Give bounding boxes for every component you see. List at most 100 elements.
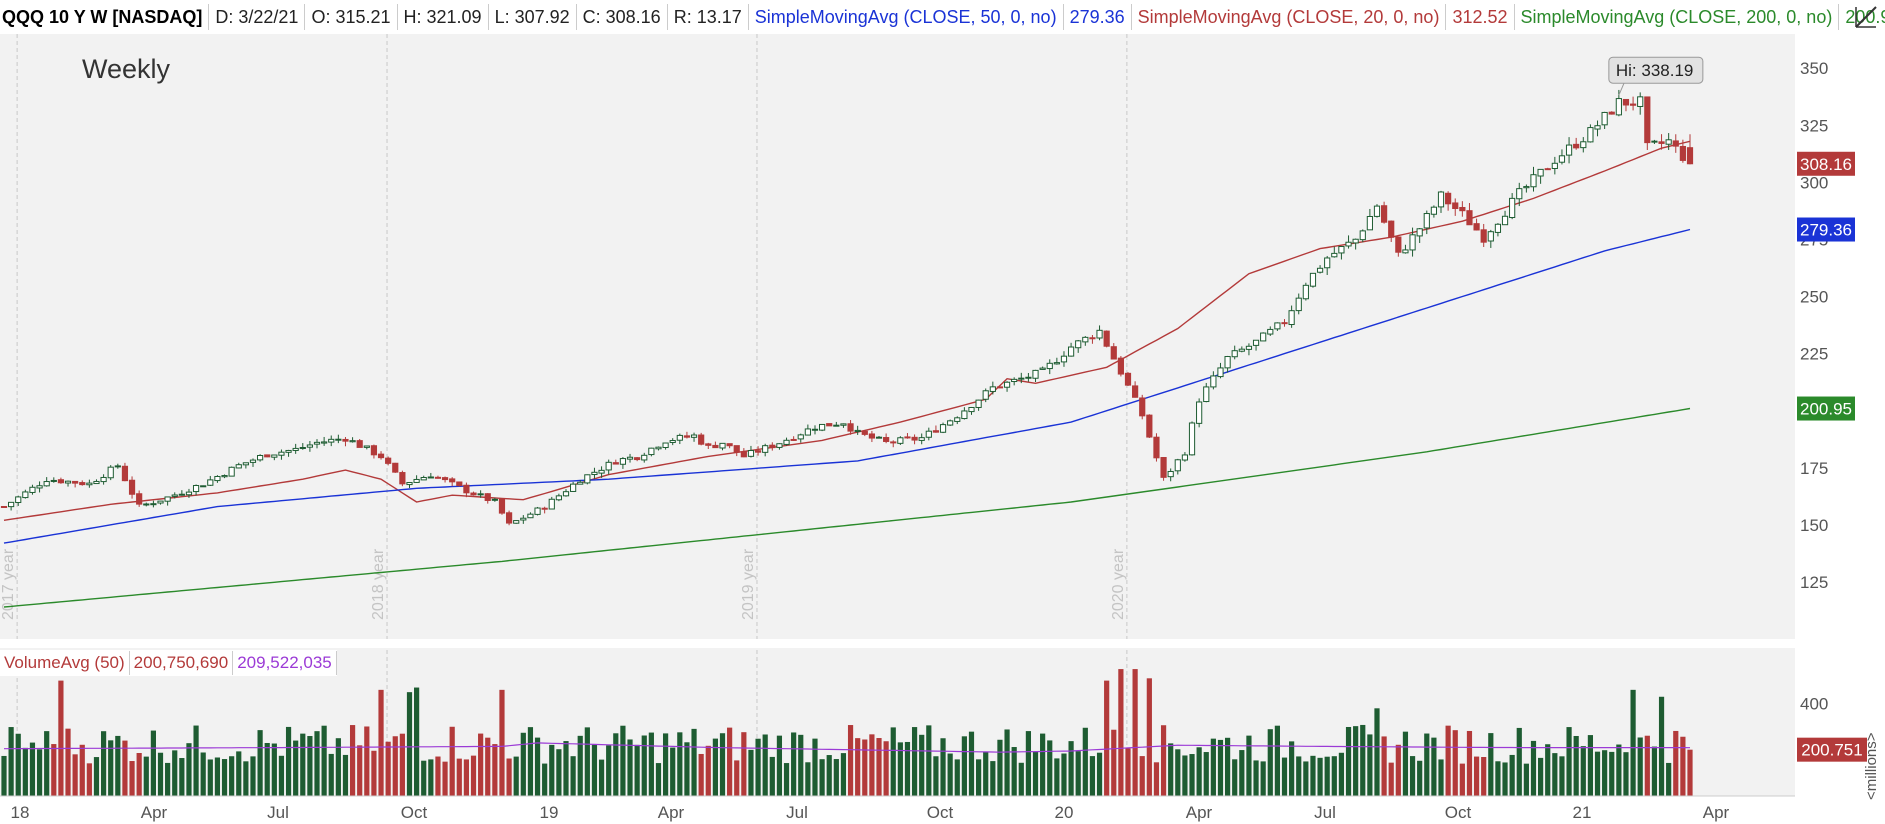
chart-header: QQQ 10 Y W [NASDAQ] D: 3/22/21 O: 315.21… (0, 0, 1885, 34)
candle-body (1153, 436, 1160, 459)
volume-bar (165, 762, 171, 796)
candle-body (1565, 144, 1573, 156)
volume-bar (954, 759, 960, 796)
candle-body (961, 410, 968, 420)
volume-bar (1025, 731, 1032, 796)
volume-bar (911, 727, 918, 796)
candle-body (491, 498, 498, 501)
candle-body (1338, 246, 1345, 254)
candle-body (1160, 457, 1167, 478)
candle-body (634, 457, 641, 461)
volume-bar (428, 759, 434, 796)
candle-body (79, 482, 86, 486)
volume-bar (1239, 750, 1245, 796)
candle-body (292, 447, 299, 451)
volume-bar (1481, 757, 1487, 796)
volume-bar (613, 733, 619, 796)
symbol-label[interactable]: QQQ 10 Y W [NASDAQ] (0, 4, 210, 30)
volume-bar (172, 750, 178, 796)
candle-body (1501, 215, 1509, 226)
volume-bar (1096, 752, 1103, 796)
price-pane[interactable] (0, 34, 1795, 639)
candle-body (826, 423, 833, 427)
volume-bar (51, 744, 57, 796)
sma200-legend[interactable]: SimpleMovingAvg (CLOSE, 200, 0, no) (1515, 4, 1840, 30)
volume-bar (620, 725, 626, 796)
volume-bar (919, 734, 925, 796)
x-tick-label: Apr (658, 803, 685, 822)
candle-body (1530, 174, 1537, 188)
volume-bar (826, 755, 832, 796)
volume-bar (662, 733, 669, 796)
x-tick-label: Oct (1445, 803, 1472, 822)
volume-bar (677, 732, 683, 796)
volume-bar (1388, 762, 1394, 796)
candle-body (1395, 236, 1402, 253)
candle-body (1295, 297, 1302, 312)
price-badge-label: 308.16 (1800, 155, 1852, 174)
volume-badge-label: 200.751 (1801, 741, 1862, 760)
volume-bar (1594, 751, 1601, 796)
volume-bar (371, 750, 377, 796)
volume-bar (1402, 731, 1409, 796)
candle-body (1103, 330, 1110, 347)
candle-body (477, 493, 484, 496)
volume-bar (463, 759, 470, 796)
drawing-tool-icon[interactable] (1853, 4, 1879, 30)
volume-bar (115, 735, 121, 796)
volume-bar (1431, 737, 1437, 796)
candle-body (1302, 284, 1309, 300)
candle-body (1573, 143, 1580, 149)
candle-body (1402, 249, 1409, 254)
volume-bar (1466, 730, 1473, 796)
volume-study-label[interactable]: VolumeAvg (50) (0, 651, 130, 675)
sma50-legend[interactable]: SimpleMovingAvg (CLOSE, 50, 0, no) (749, 4, 1064, 30)
candle-body (1053, 362, 1060, 365)
sma20-legend[interactable]: SimpleMovingAvg (CLOSE, 20, 0, no) (1132, 4, 1447, 30)
volume-bar (1146, 678, 1152, 796)
candle-body (1011, 378, 1018, 383)
candle-body (128, 479, 136, 495)
volume-bar (1651, 746, 1658, 796)
candle-body (377, 453, 385, 459)
volume-bar (1132, 669, 1138, 796)
volume-bar (108, 740, 114, 796)
candle-body (1637, 96, 1644, 107)
candle-body (1260, 332, 1267, 342)
candle-body (107, 466, 114, 479)
candle-body (1622, 98, 1630, 106)
candle-body (733, 445, 740, 453)
volume-bar (627, 739, 633, 796)
candle-body (1480, 229, 1487, 243)
volume-bar (392, 736, 398, 796)
volume-bar (1, 755, 7, 796)
volume-bar (684, 742, 690, 796)
candle-body (1309, 272, 1317, 287)
candle-body (1437, 191, 1445, 208)
volume-bar (1609, 751, 1615, 796)
volume-bar (1367, 734, 1373, 796)
volume-bar (278, 755, 285, 796)
candle-body (1188, 422, 1196, 456)
close-value: C: 308.16 (577, 4, 668, 30)
candle-body (740, 451, 747, 458)
volume-bar (1160, 725, 1167, 796)
volume-bar (1267, 729, 1273, 796)
candle-body (57, 479, 65, 484)
candle-body (1551, 162, 1558, 169)
candle-body (1381, 205, 1388, 223)
volume-bar (193, 725, 199, 796)
volume-bar (300, 733, 306, 796)
volume-bar (976, 759, 982, 796)
candle-body (1288, 310, 1295, 326)
year-separator-label: 2020 year (1110, 548, 1127, 620)
price-badge-label: 279.36 (1800, 221, 1852, 240)
volume-bar (321, 725, 327, 796)
volume-bar (1523, 763, 1529, 796)
candle-body (683, 435, 691, 438)
candle-body (1238, 348, 1245, 352)
candle-body (1252, 339, 1260, 346)
candle-body (726, 443, 733, 447)
price-badge-sma200 (1797, 396, 1855, 421)
